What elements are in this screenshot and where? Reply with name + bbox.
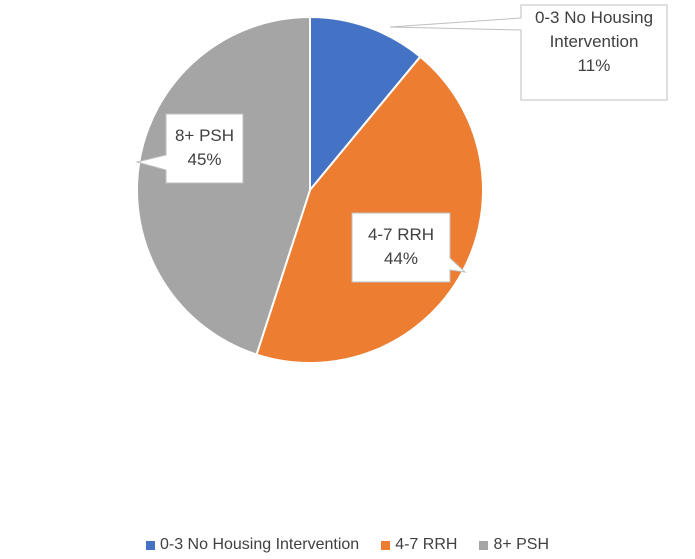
label-category: 0-3 No Housing Intervention <box>534 8 654 51</box>
legend-item: 0-3 No Housing Intervention <box>145 536 360 554</box>
legend-swatch <box>145 540 155 550</box>
callout <box>389 4 668 101</box>
legend-swatch <box>381 540 391 550</box>
legend-label: 0-3 No Housing Intervention <box>159 536 360 553</box>
pie-slice <box>255 55 484 364</box>
legend: 0-3 No Housing Intervention 4-7 RRH 8+ PSH <box>0 536 695 554</box>
legend-swatch <box>479 540 489 550</box>
data-label: 4-7 RRH 44% <box>352 223 450 271</box>
callout <box>351 212 467 283</box>
label-category: 4-7 RRH <box>367 225 435 244</box>
label-category: 8+ PSH <box>174 126 235 145</box>
legend-item: 8+ PSH <box>479 536 549 554</box>
label-value: 44% <box>383 249 419 268</box>
callout <box>135 113 244 184</box>
data-label: 8+ PSH 45% <box>166 124 243 172</box>
pie-slice <box>309 15 422 193</box>
label-value: 11% <box>577 56 611 75</box>
legend-label: 8+ PSH <box>493 536 550 553</box>
legend-item: 4-7 RRH <box>381 536 457 554</box>
data-label: 0-3 No Housing Intervention 11% <box>521 6 667 78</box>
legend-label: 4-7 RRH <box>395 536 458 553</box>
label-value: 45% <box>187 150 222 169</box>
